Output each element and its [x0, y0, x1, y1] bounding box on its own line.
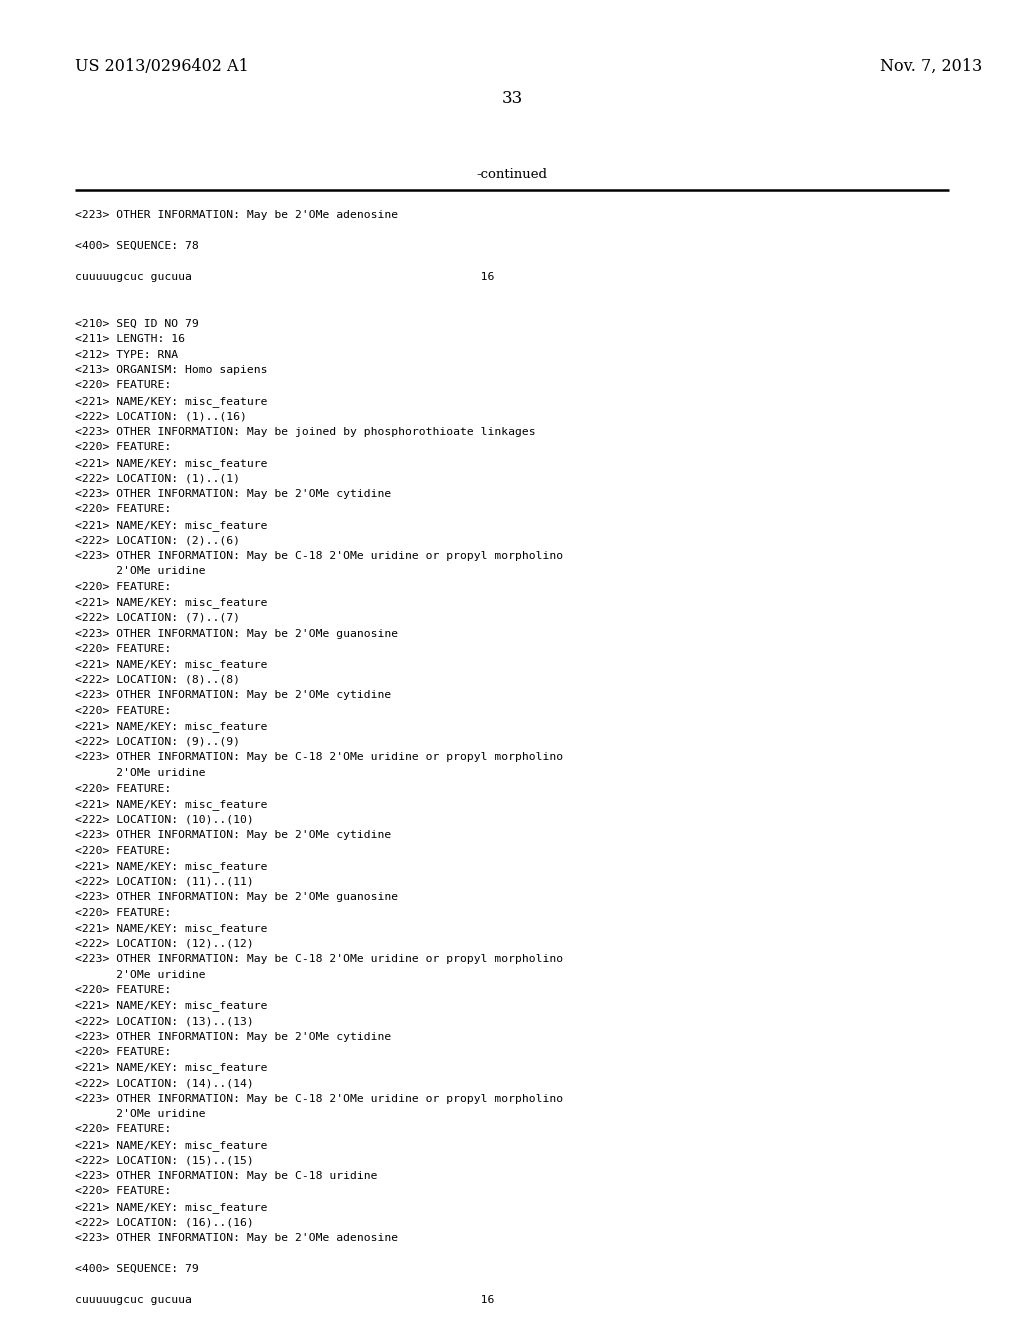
Text: <221> NAME/KEY: misc_feature: <221> NAME/KEY: misc_feature [75, 396, 267, 407]
Text: <211> LENGTH: 16: <211> LENGTH: 16 [75, 334, 185, 345]
Text: <220> FEATURE:: <220> FEATURE: [75, 1187, 171, 1196]
Text: <222> LOCATION: (2)..(6): <222> LOCATION: (2)..(6) [75, 536, 240, 545]
Text: <221> NAME/KEY: misc_feature: <221> NAME/KEY: misc_feature [75, 1063, 267, 1073]
Text: 33: 33 [502, 90, 522, 107]
Text: <221> NAME/KEY: misc_feature: <221> NAME/KEY: misc_feature [75, 1001, 267, 1011]
Text: <223> OTHER INFORMATION: May be C-18 2'OMe uridine or propyl morpholino: <223> OTHER INFORMATION: May be C-18 2'O… [75, 1093, 563, 1104]
Text: <221> NAME/KEY: misc_feature: <221> NAME/KEY: misc_feature [75, 1140, 267, 1151]
Text: <210> SEQ ID NO 79: <210> SEQ ID NO 79 [75, 318, 199, 329]
Text: <221> NAME/KEY: misc_feature: <221> NAME/KEY: misc_feature [75, 458, 267, 469]
Text: <222> LOCATION: (15)..(15): <222> LOCATION: (15)..(15) [75, 1155, 254, 1166]
Text: Nov. 7, 2013: Nov. 7, 2013 [880, 58, 982, 75]
Text: <222> LOCATION: (12)..(12): <222> LOCATION: (12)..(12) [75, 939, 254, 949]
Text: <220> FEATURE:: <220> FEATURE: [75, 644, 171, 653]
Text: <223> OTHER INFORMATION: May be 2'OMe guanosine: <223> OTHER INFORMATION: May be 2'OMe gu… [75, 892, 398, 902]
Text: cuuuuugcuc gucuua                                          16: cuuuuugcuc gucuua 16 [75, 272, 495, 282]
Text: <221> NAME/KEY: misc_feature: <221> NAME/KEY: misc_feature [75, 520, 267, 531]
Text: -continued: -continued [476, 168, 548, 181]
Text: <220> FEATURE:: <220> FEATURE: [75, 706, 171, 715]
Text: <400> SEQUENCE: 78: <400> SEQUENCE: 78 [75, 242, 199, 251]
Text: <220> FEATURE:: <220> FEATURE: [75, 442, 171, 453]
Text: <222> LOCATION: (13)..(13): <222> LOCATION: (13)..(13) [75, 1016, 254, 1026]
Text: <223> OTHER INFORMATION: May be 2'OMe cytidine: <223> OTHER INFORMATION: May be 2'OMe cy… [75, 830, 391, 840]
Text: <220> FEATURE:: <220> FEATURE: [75, 380, 171, 391]
Text: 2'OMe uridine: 2'OMe uridine [75, 969, 206, 979]
Text: <221> NAME/KEY: misc_feature: <221> NAME/KEY: misc_feature [75, 861, 267, 873]
Text: <221> NAME/KEY: misc_feature: <221> NAME/KEY: misc_feature [75, 923, 267, 935]
Text: <221> NAME/KEY: misc_feature: <221> NAME/KEY: misc_feature [75, 1203, 267, 1213]
Text: <223> OTHER INFORMATION: May be 2'OMe cytidine: <223> OTHER INFORMATION: May be 2'OMe cy… [75, 690, 391, 701]
Text: US 2013/0296402 A1: US 2013/0296402 A1 [75, 58, 249, 75]
Text: <220> FEATURE:: <220> FEATURE: [75, 846, 171, 855]
Text: <222> LOCATION: (1)..(16): <222> LOCATION: (1)..(16) [75, 412, 247, 421]
Text: <220> FEATURE:: <220> FEATURE: [75, 1047, 171, 1057]
Text: 2'OMe uridine: 2'OMe uridine [75, 566, 206, 577]
Text: <222> LOCATION: (10)..(10): <222> LOCATION: (10)..(10) [75, 814, 254, 825]
Text: <222> LOCATION: (8)..(8): <222> LOCATION: (8)..(8) [75, 675, 240, 685]
Text: 2'OMe uridine: 2'OMe uridine [75, 768, 206, 777]
Text: <220> FEATURE:: <220> FEATURE: [75, 1125, 171, 1134]
Text: <222> LOCATION: (11)..(11): <222> LOCATION: (11)..(11) [75, 876, 254, 887]
Text: <222> LOCATION: (9)..(9): <222> LOCATION: (9)..(9) [75, 737, 240, 747]
Text: <222> LOCATION: (16)..(16): <222> LOCATION: (16)..(16) [75, 1217, 254, 1228]
Text: <221> NAME/KEY: misc_feature: <221> NAME/KEY: misc_feature [75, 598, 267, 609]
Text: <221> NAME/KEY: misc_feature: <221> NAME/KEY: misc_feature [75, 799, 267, 810]
Text: <222> LOCATION: (7)..(7): <222> LOCATION: (7)..(7) [75, 612, 240, 623]
Text: <220> FEATURE:: <220> FEATURE: [75, 985, 171, 995]
Text: <212> TYPE: RNA: <212> TYPE: RNA [75, 350, 178, 359]
Text: <222> LOCATION: (1)..(1): <222> LOCATION: (1)..(1) [75, 474, 240, 483]
Text: <223> OTHER INFORMATION: May be joined by phosphorothioate linkages: <223> OTHER INFORMATION: May be joined b… [75, 426, 536, 437]
Text: <220> FEATURE:: <220> FEATURE: [75, 908, 171, 917]
Text: <221> NAME/KEY: misc_feature: <221> NAME/KEY: misc_feature [75, 722, 267, 733]
Text: <220> FEATURE:: <220> FEATURE: [75, 504, 171, 515]
Text: <213> ORGANISM: Homo sapiens: <213> ORGANISM: Homo sapiens [75, 366, 267, 375]
Text: 2'OMe uridine: 2'OMe uridine [75, 1109, 206, 1119]
Text: <220> FEATURE:: <220> FEATURE: [75, 784, 171, 793]
Text: <223> OTHER INFORMATION: May be C-18 uridine: <223> OTHER INFORMATION: May be C-18 uri… [75, 1171, 378, 1181]
Text: <223> OTHER INFORMATION: May be 2'OMe adenosine: <223> OTHER INFORMATION: May be 2'OMe ad… [75, 1233, 398, 1243]
Text: <220> FEATURE:: <220> FEATURE: [75, 582, 171, 591]
Text: <223> OTHER INFORMATION: May be 2'OMe cytidine: <223> OTHER INFORMATION: May be 2'OMe cy… [75, 1031, 391, 1041]
Text: <221> NAME/KEY: misc_feature: <221> NAME/KEY: misc_feature [75, 660, 267, 671]
Text: <223> OTHER INFORMATION: May be 2'OMe guanosine: <223> OTHER INFORMATION: May be 2'OMe gu… [75, 628, 398, 639]
Text: <223> OTHER INFORMATION: May be 2'OMe cytidine: <223> OTHER INFORMATION: May be 2'OMe cy… [75, 488, 391, 499]
Text: <222> LOCATION: (14)..(14): <222> LOCATION: (14)..(14) [75, 1078, 254, 1088]
Text: <223> OTHER INFORMATION: May be C-18 2'OMe uridine or propyl morpholino: <223> OTHER INFORMATION: May be C-18 2'O… [75, 752, 563, 763]
Text: <400> SEQUENCE: 79: <400> SEQUENCE: 79 [75, 1265, 199, 1274]
Text: <223> OTHER INFORMATION: May be 2'OMe adenosine: <223> OTHER INFORMATION: May be 2'OMe ad… [75, 210, 398, 220]
Text: <223> OTHER INFORMATION: May be C-18 2'OMe uridine or propyl morpholino: <223> OTHER INFORMATION: May be C-18 2'O… [75, 550, 563, 561]
Text: cuuuuugcuc gucuua                                          16: cuuuuugcuc gucuua 16 [75, 1295, 495, 1305]
Text: <223> OTHER INFORMATION: May be C-18 2'OMe uridine or propyl morpholino: <223> OTHER INFORMATION: May be C-18 2'O… [75, 954, 563, 964]
